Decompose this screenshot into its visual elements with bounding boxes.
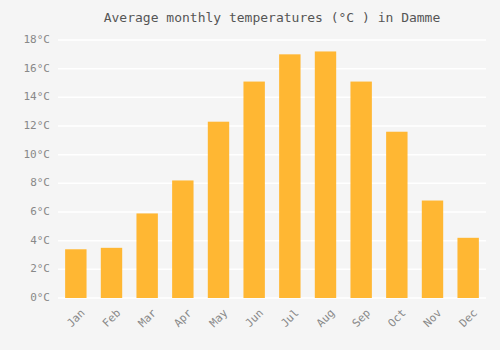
y-tick-label: 18°C xyxy=(24,33,51,46)
grid-line xyxy=(58,39,486,41)
x-tick-label: Jul xyxy=(278,307,301,330)
x-tick-label: Dec xyxy=(457,307,480,330)
bar xyxy=(279,54,300,298)
y-tick-label: 6°C xyxy=(30,205,50,218)
bar xyxy=(422,201,443,298)
bar xyxy=(65,249,86,298)
grid-line xyxy=(58,154,486,156)
grid xyxy=(58,40,486,298)
x-tick-label: May xyxy=(207,306,231,330)
y-axis: 0°C 2°C 4°C 6°C 8°C 10°C 12°C 14°C 16°C 18°C xyxy=(24,33,51,304)
x-tick-label: Jan xyxy=(64,307,87,330)
chart-container: 0°C 2°C 4°C 6°C 8°C 10°C 12°C 14°C 16°C 18°C Jan Fe… xyxy=(0,0,500,350)
x-tick-label: Mar xyxy=(136,306,160,330)
x-tick-label: Feb xyxy=(100,307,123,330)
bar xyxy=(457,238,478,298)
y-tick-label: 12°C xyxy=(24,119,51,132)
y-tick-label: 2°C xyxy=(30,262,50,275)
bars xyxy=(65,51,479,298)
bar xyxy=(243,82,264,298)
bar xyxy=(315,51,336,298)
x-axis: Jan Feb Mar Apr May Jun Jul Aug Sep Oct Nov Dec xyxy=(64,306,480,330)
grid-line xyxy=(58,97,486,99)
bar xyxy=(350,82,371,298)
y-tick-label: 10°C xyxy=(24,148,51,161)
x-tick-label: Oct xyxy=(385,307,408,330)
bar xyxy=(136,213,157,298)
x-tick-label: Aug xyxy=(314,307,337,330)
x-tick-label: Jun xyxy=(243,307,266,330)
bar xyxy=(172,180,193,298)
grid-line xyxy=(58,125,486,127)
bar xyxy=(386,132,407,298)
title: Average monthly temperatures (°C ) in Da… xyxy=(104,10,441,25)
bar xyxy=(101,248,122,298)
y-tick-label: 16°C xyxy=(24,62,51,75)
grid-line xyxy=(58,68,486,70)
background xyxy=(0,0,500,350)
x-tick-label: Apr xyxy=(171,306,195,330)
y-tick-label: 0°C xyxy=(30,291,50,304)
y-tick-label: 4°C xyxy=(30,234,50,247)
x-tick-label: Nov xyxy=(421,306,445,330)
grid-line xyxy=(58,183,486,185)
bar xyxy=(208,122,229,298)
y-tick-label: 8°C xyxy=(30,176,50,189)
y-tick-label: 14°C xyxy=(24,90,51,103)
x-tick-label: Sep xyxy=(350,307,373,330)
chart-svg: 0°C 2°C 4°C 6°C 8°C 10°C 12°C 14°C 16°C 18°C Jan Fe… xyxy=(0,0,500,350)
